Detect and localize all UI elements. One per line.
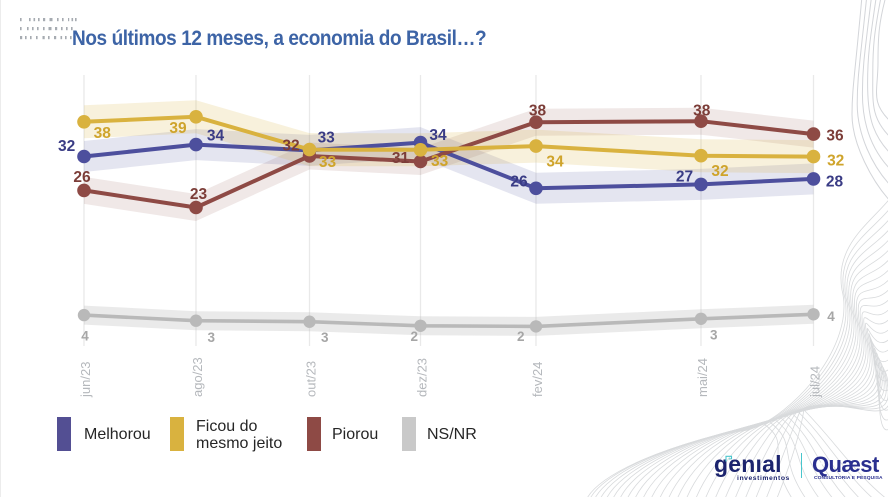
svg-text:27: 27	[676, 169, 693, 186]
svg-text:38: 38	[94, 125, 112, 142]
svg-text:31: 31	[392, 150, 410, 167]
svg-text:32: 32	[827, 152, 844, 169]
svg-text:38: 38	[693, 102, 711, 119]
svg-text:33: 33	[319, 154, 337, 171]
svg-text:34: 34	[207, 127, 225, 144]
svg-text:38: 38	[529, 102, 547, 119]
svg-text:3: 3	[321, 330, 329, 345]
svg-text:4: 4	[81, 329, 89, 344]
svg-text:34: 34	[546, 153, 564, 170]
svg-text:fev/24: fev/24	[530, 362, 545, 397]
svg-text:jul/24: jul/24	[808, 366, 823, 398]
svg-text:34: 34	[429, 127, 447, 144]
svg-text:out/23: out/23	[304, 361, 319, 397]
svg-text:33: 33	[431, 153, 449, 170]
svg-text:26: 26	[510, 174, 528, 191]
svg-text:4: 4	[827, 309, 835, 324]
svg-text:2: 2	[410, 329, 418, 344]
svg-text:3: 3	[710, 328, 718, 343]
svg-text:dez/23: dez/23	[415, 358, 430, 397]
svg-text:2: 2	[517, 329, 525, 344]
svg-text:36: 36	[826, 128, 844, 145]
svg-text:32: 32	[58, 138, 75, 155]
svg-text:3: 3	[208, 330, 216, 345]
svg-text:26: 26	[73, 169, 91, 186]
svg-text:mai/24: mai/24	[695, 358, 710, 397]
svg-text:32: 32	[282, 138, 299, 155]
svg-text:ago/23: ago/23	[190, 357, 205, 397]
svg-text:jun/23: jun/23	[78, 362, 93, 398]
svg-text:39: 39	[169, 120, 187, 137]
svg-text:23: 23	[190, 186, 208, 203]
svg-text:33: 33	[318, 129, 336, 146]
svg-text:28: 28	[826, 174, 844, 191]
svg-text:32: 32	[711, 163, 728, 180]
